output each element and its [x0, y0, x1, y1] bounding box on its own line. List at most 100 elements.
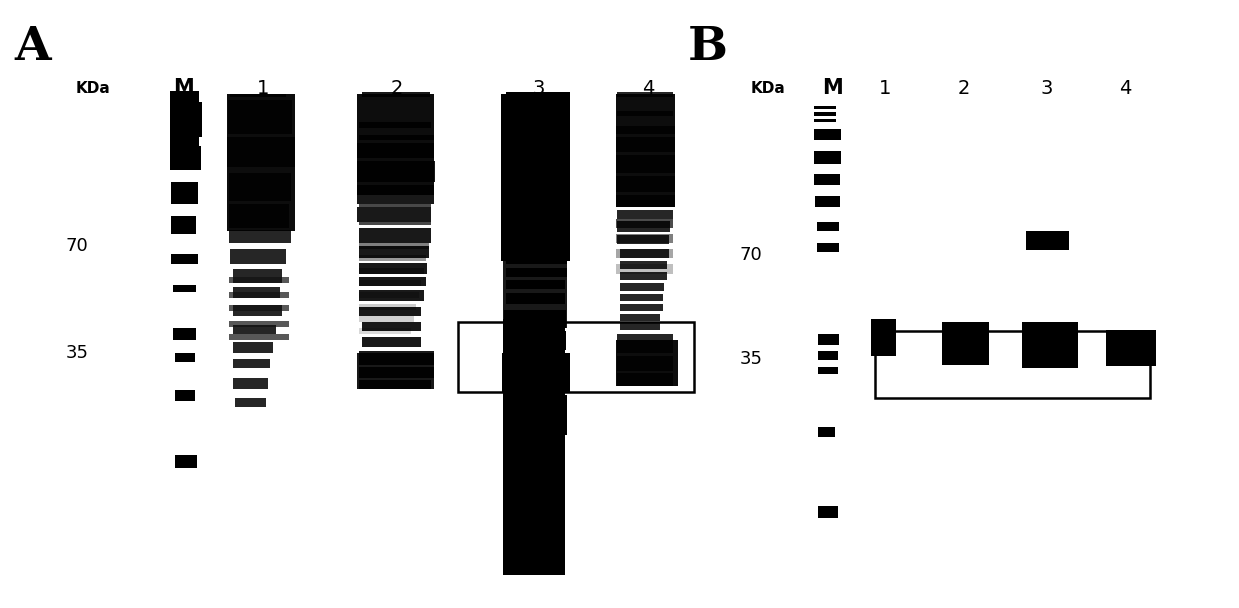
Bar	[229, 204, 289, 228]
Text: 70: 70	[740, 246, 762, 264]
Bar	[173, 285, 196, 292]
Bar	[814, 129, 841, 140]
Text: 2: 2	[958, 78, 970, 98]
Bar	[814, 119, 836, 122]
Bar	[171, 216, 196, 234]
Bar	[229, 230, 291, 243]
Bar	[814, 112, 836, 116]
Bar	[620, 294, 663, 301]
Bar	[620, 249, 669, 258]
Bar	[616, 234, 673, 243]
Bar	[359, 246, 429, 258]
Bar	[173, 328, 196, 340]
Bar	[506, 280, 565, 289]
Bar	[817, 222, 839, 231]
Bar	[508, 515, 560, 550]
Bar	[171, 182, 198, 204]
Bar	[175, 353, 195, 362]
Bar	[506, 109, 570, 116]
Text: 2: 2	[390, 78, 403, 98]
Bar	[617, 221, 670, 232]
Bar	[1106, 330, 1156, 366]
Bar	[229, 277, 289, 283]
Bar	[359, 255, 426, 261]
Bar	[229, 173, 291, 201]
Bar	[617, 111, 673, 116]
Bar	[616, 137, 675, 152]
Bar	[506, 268, 567, 277]
Bar	[359, 277, 426, 286]
Bar	[506, 92, 570, 97]
Bar	[617, 210, 673, 219]
Bar	[616, 264, 673, 274]
Text: 3: 3	[533, 78, 545, 98]
Bar	[171, 94, 198, 97]
Bar	[814, 151, 841, 164]
Bar	[502, 225, 570, 237]
Bar	[616, 219, 673, 228]
Bar	[506, 252, 567, 264]
Bar	[502, 238, 570, 249]
Text: 35: 35	[66, 344, 88, 362]
Text: 1: 1	[256, 78, 269, 98]
Bar	[171, 146, 201, 170]
Bar	[359, 243, 429, 249]
Bar	[359, 328, 411, 334]
Bar	[504, 331, 566, 350]
Text: KDa: KDa	[76, 81, 110, 95]
Bar	[175, 390, 195, 401]
Bar	[942, 322, 989, 365]
Bar	[506, 293, 565, 304]
Bar	[620, 283, 664, 291]
Bar	[359, 304, 416, 310]
Text: 4: 4	[642, 78, 654, 98]
Bar	[502, 161, 570, 182]
Bar	[818, 334, 839, 345]
Bar	[502, 353, 570, 392]
Bar	[504, 310, 566, 328]
Bar	[616, 94, 675, 207]
Bar	[359, 280, 421, 286]
Bar	[502, 137, 570, 158]
Bar	[620, 314, 660, 321]
Bar	[359, 135, 434, 140]
Bar	[1026, 231, 1069, 250]
Bar	[362, 322, 421, 331]
Bar	[503, 261, 567, 328]
Text: 3: 3	[1041, 78, 1053, 98]
Bar	[620, 304, 663, 311]
Bar	[616, 340, 678, 386]
Bar	[458, 322, 694, 392]
Bar	[359, 380, 431, 389]
Bar	[359, 290, 424, 301]
Bar	[502, 185, 570, 204]
Bar	[359, 307, 421, 316]
Bar	[228, 100, 292, 134]
Bar	[175, 455, 197, 468]
Bar	[359, 263, 427, 274]
Text: KDa: KDa	[751, 81, 786, 95]
Bar	[506, 395, 567, 435]
Bar	[620, 272, 667, 280]
Bar	[359, 292, 419, 298]
Bar	[616, 195, 675, 207]
Bar	[227, 94, 295, 231]
Bar	[233, 305, 282, 316]
Bar	[357, 185, 434, 204]
Bar	[871, 319, 896, 356]
Bar	[171, 102, 202, 137]
Bar	[617, 92, 673, 97]
Bar	[233, 269, 282, 283]
Bar	[362, 92, 430, 97]
Bar	[616, 155, 675, 173]
Bar	[814, 106, 836, 109]
Bar	[230, 94, 286, 97]
Bar	[818, 427, 835, 437]
Bar	[359, 122, 431, 128]
Bar	[620, 323, 660, 330]
Bar	[502, 207, 570, 222]
Bar	[235, 398, 266, 407]
Bar	[510, 551, 558, 575]
Bar	[359, 228, 431, 243]
Bar	[503, 319, 565, 575]
